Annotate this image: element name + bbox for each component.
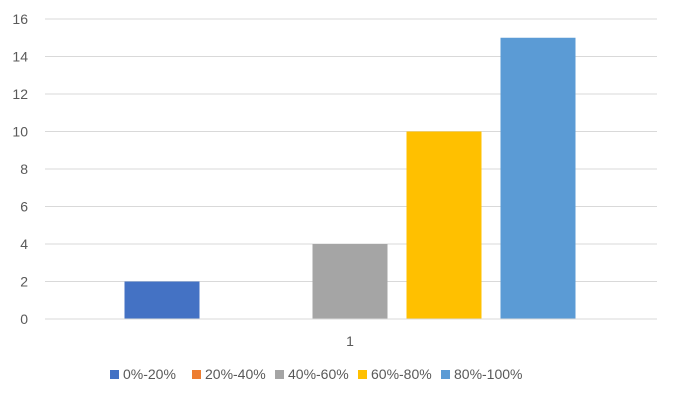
y-tick-label: 16 xyxy=(12,11,28,27)
legend-swatch xyxy=(358,370,367,379)
legend-label: 40%-60% xyxy=(288,366,349,382)
x-tick-label: 1 xyxy=(346,333,354,349)
bar-80-100 xyxy=(500,37,576,319)
legend-swatch xyxy=(441,370,450,379)
y-tick-label: 8 xyxy=(20,161,28,177)
legend-swatch xyxy=(110,370,119,379)
x-axis-ticks: 1 xyxy=(45,318,657,349)
legend-swatch xyxy=(275,370,284,379)
y-tick-label: 14 xyxy=(12,49,28,65)
y-tick-label: 4 xyxy=(20,236,28,252)
y-tick-label: 6 xyxy=(20,199,28,215)
legend-label: 20%-40% xyxy=(205,366,266,382)
legend-label: 0%-20% xyxy=(123,366,176,382)
bars xyxy=(124,37,576,319)
y-tick-label: 12 xyxy=(12,86,28,102)
y-tick-label: 10 xyxy=(12,124,28,140)
legend: 0%-20% 20%-40% 40%-60% 60%-80% 80%-100% xyxy=(110,366,523,382)
y-axis-ticks: 0 2 4 6 8 10 12 14 16 xyxy=(12,11,28,327)
legend-label: 60%-80% xyxy=(371,366,432,382)
legend-label: 80%-100% xyxy=(454,366,523,382)
legend-swatch xyxy=(192,370,201,379)
bar-60-80 xyxy=(406,131,482,319)
y-tick-label: 2 xyxy=(20,274,28,290)
y-tick-label: 0 xyxy=(20,311,28,327)
bar-0-20 xyxy=(124,281,200,319)
bar-40-60 xyxy=(312,244,388,319)
